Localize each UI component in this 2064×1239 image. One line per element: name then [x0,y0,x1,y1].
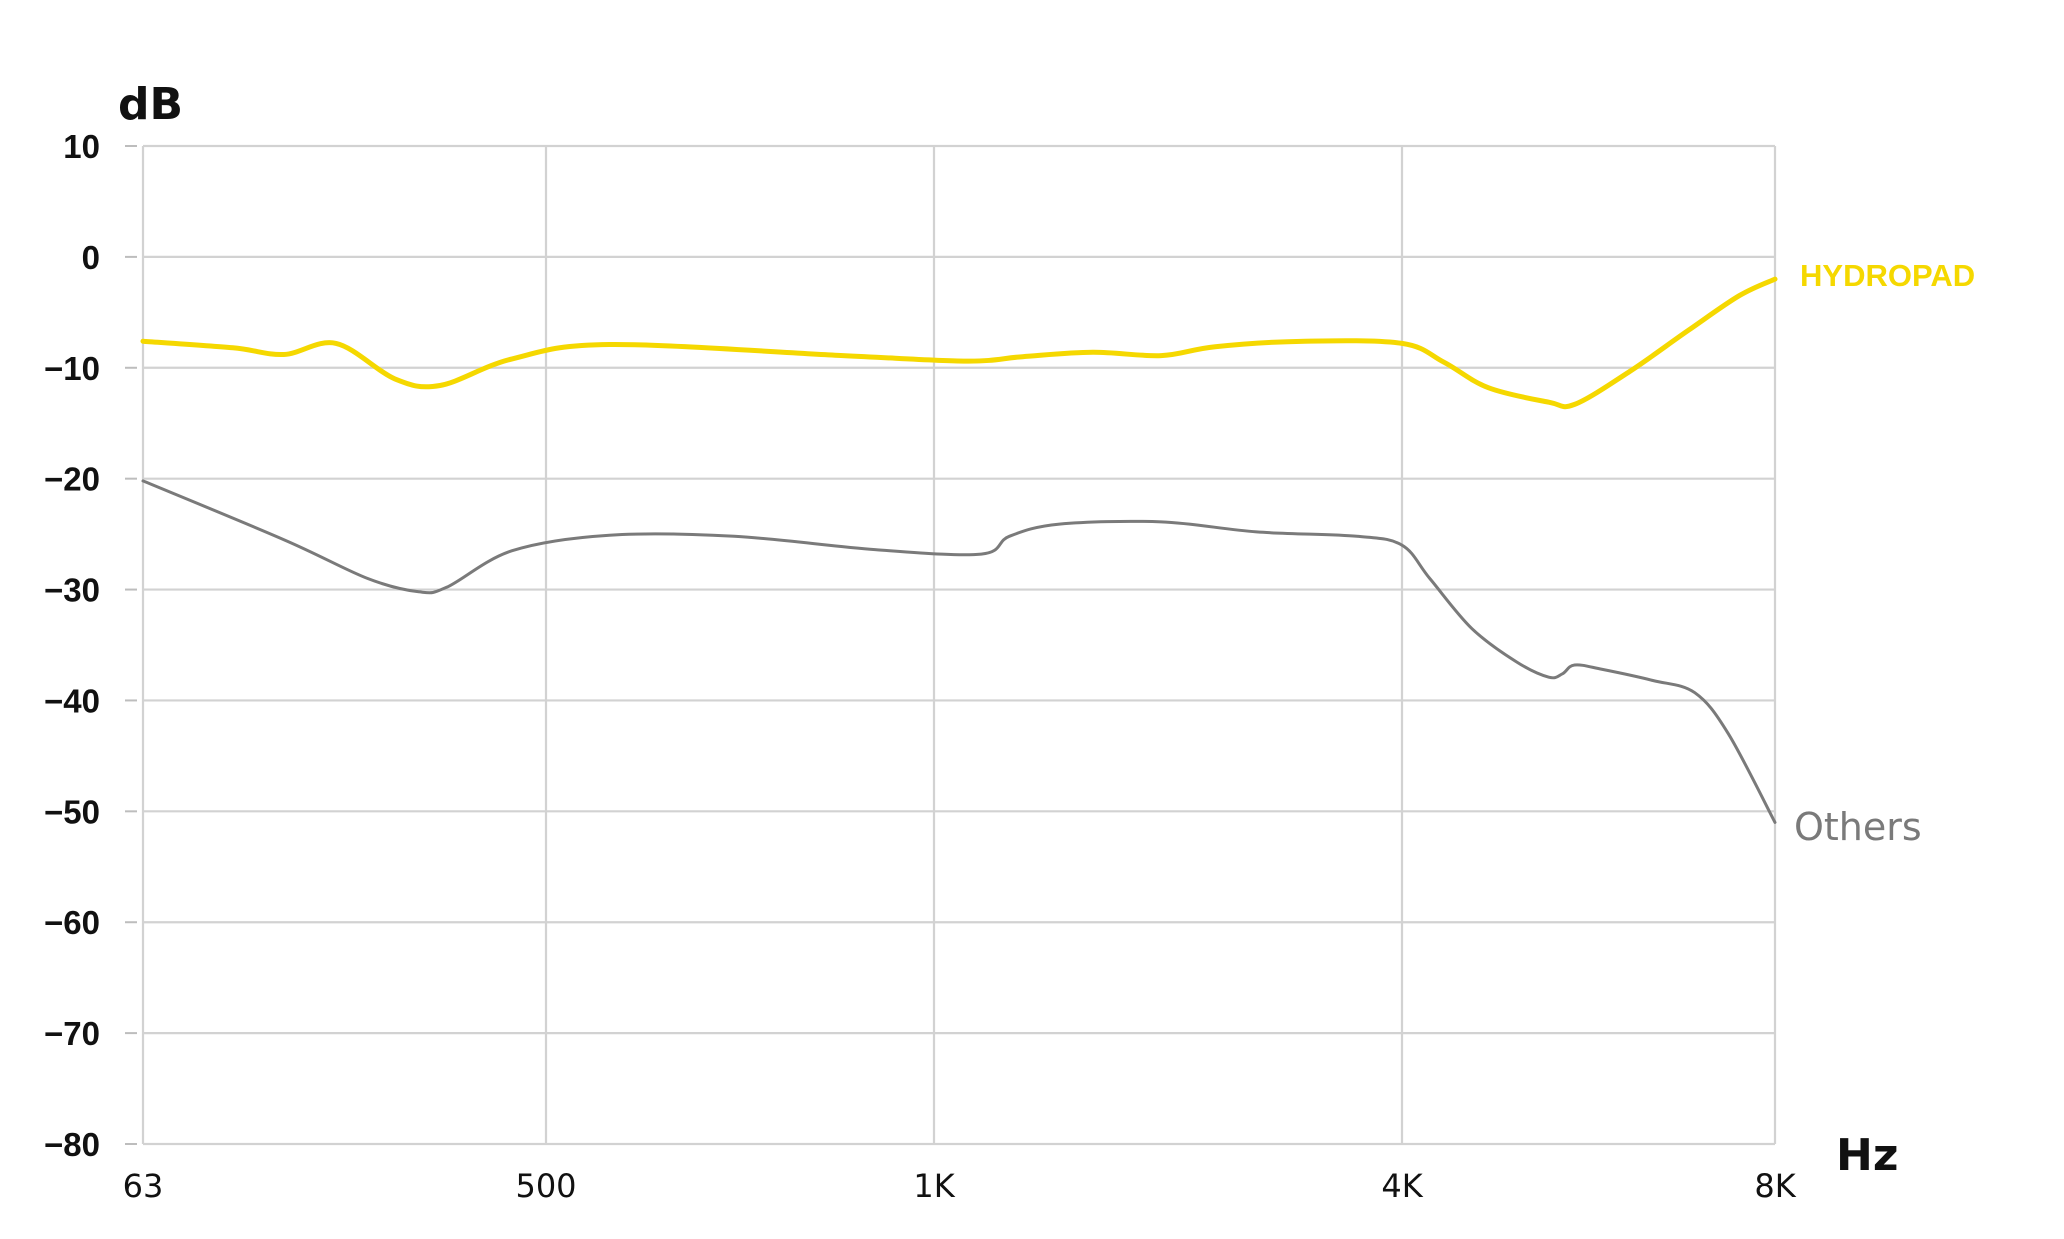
y-tick-label: −10 [44,350,100,387]
y-tick-label: 10 [63,128,100,165]
x-axis-title: Hz [1836,1130,1898,1181]
y-tick-label: −20 [44,461,100,498]
series-label-others: Others [1794,805,1922,849]
y-tick-label: −70 [44,1015,100,1052]
x-tick-label: 4K [1381,1167,1423,1205]
y-tick-label: −40 [44,682,100,719]
series-label-hydropad: HYDROPAD [1800,258,1975,293]
x-tick-label: 8K [1754,1167,1796,1205]
y-tick-label: 0 [82,239,100,276]
x-axis: 63 500 1K 4K 8K [123,1167,1797,1205]
grid [141,144,1777,1146]
series-line-hydropad [140,276,1778,410]
y-tick-label: −30 [44,572,100,609]
y-tick-label: −50 [44,793,100,830]
y-axis-title: dB [118,79,183,130]
y-axis: 10 0 −10 −20 −30 −40 −50 −60 −70 −80 [44,128,137,1163]
x-tick-label: 1K [913,1167,955,1205]
series-line-others [141,479,1777,824]
y-tick-label: −60 [44,904,100,941]
x-tick-label: 500 [515,1167,576,1205]
series-lines [140,276,1778,824]
x-tick-label: 63 [123,1167,164,1205]
y-tick-label: −80 [44,1126,100,1163]
